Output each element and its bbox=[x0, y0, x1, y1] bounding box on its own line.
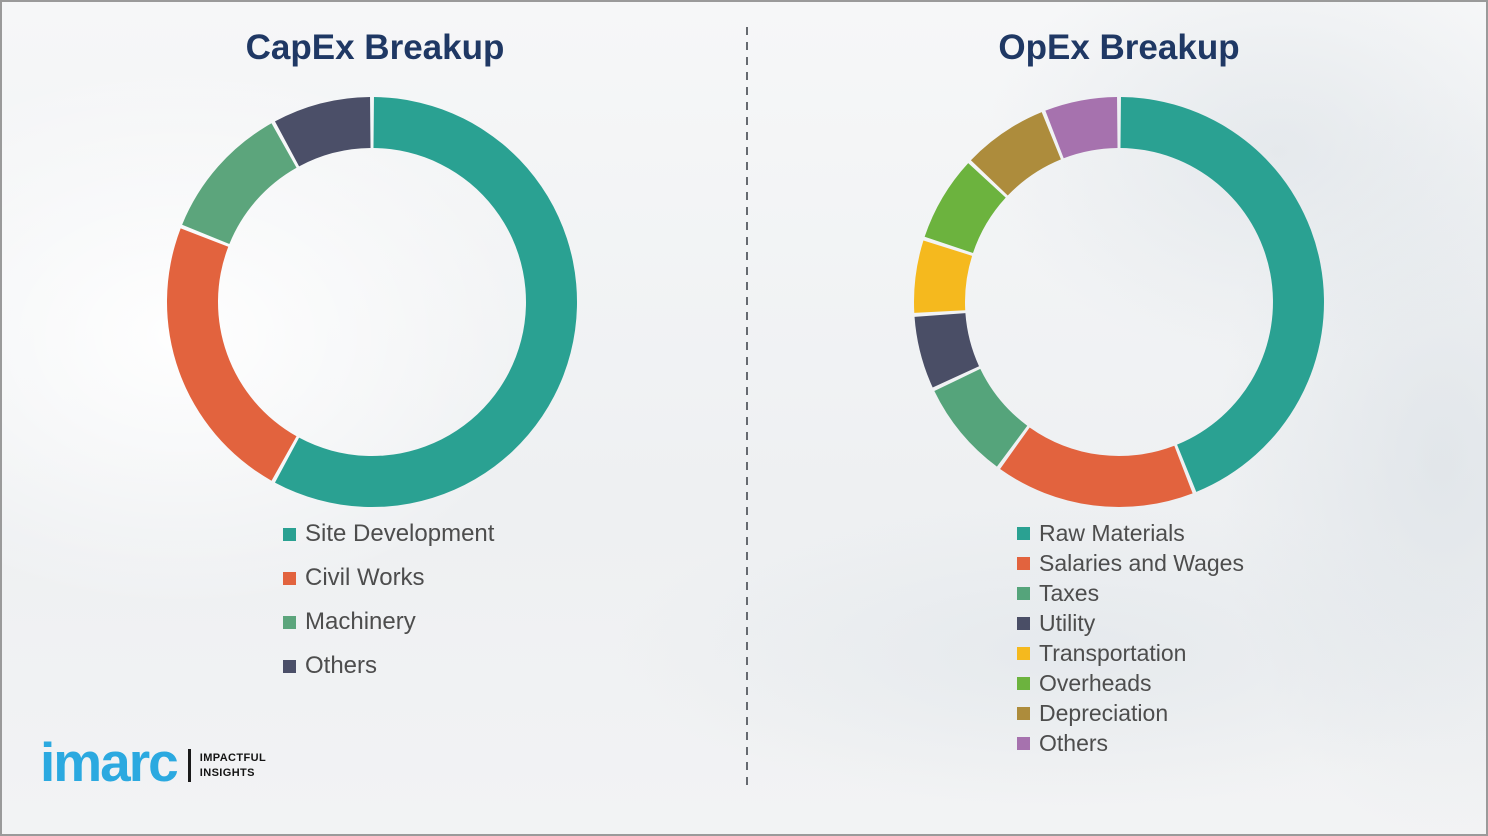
dashed-divider bbox=[746, 27, 748, 790]
donut-segment-others bbox=[274, 97, 371, 167]
legend-label: Civil Works bbox=[305, 564, 425, 591]
legend-swatch bbox=[283, 527, 296, 541]
legend-label: Salaries and Wages bbox=[1039, 549, 1244, 576]
imarc-logo: imarc IMPACTFUL INSIGHTS bbox=[40, 731, 266, 793]
legend-item: Others bbox=[283, 644, 494, 688]
donut-segment-utility bbox=[914, 313, 980, 388]
legend-label: Others bbox=[1039, 729, 1109, 756]
donut-segment-transportation bbox=[913, 240, 973, 313]
tagline-line-2: INSIGHTS bbox=[199, 766, 255, 779]
opex-legend: Raw Materials Salaries and Wages Taxes Util… bbox=[1017, 518, 1244, 758]
donut-segment-overheads bbox=[924, 163, 1006, 254]
legend-item: Site Development bbox=[283, 512, 494, 556]
donut-segment-machinery bbox=[182, 123, 297, 244]
legend-swatch bbox=[1017, 586, 1030, 600]
legend-item: Depreciation bbox=[1017, 698, 1244, 728]
legend-item: Raw Materials bbox=[1017, 518, 1244, 548]
donut-segment-taxes bbox=[934, 368, 1028, 467]
donut-segment-site-development bbox=[274, 97, 578, 508]
legend-label: Raw Materials bbox=[1039, 519, 1185, 546]
opex-chart-title: OpEx Breakup bbox=[998, 28, 1240, 67]
legend-label: Overheads bbox=[1039, 669, 1152, 696]
legend-item: Transportation bbox=[1017, 638, 1244, 668]
donut-segment-civil-works bbox=[166, 228, 297, 481]
legend-item: Utility bbox=[1017, 608, 1244, 638]
imarc-logo-wordmark: imarc bbox=[40, 731, 179, 793]
legend-swatch bbox=[1017, 646, 1030, 660]
capex-legend: Site Development Civil Works Machinery Othe… bbox=[283, 512, 494, 688]
capex-donut-chart bbox=[166, 97, 578, 508]
legend-item: Civil Works bbox=[283, 556, 494, 600]
legend-label: Depreciation bbox=[1039, 699, 1169, 726]
legend-label: Transportation bbox=[1039, 639, 1187, 666]
legend-swatch bbox=[283, 571, 296, 585]
legend-item: Overheads bbox=[1017, 668, 1244, 698]
legend-swatch bbox=[1017, 616, 1030, 630]
legend-label: Others bbox=[305, 652, 378, 679]
legend-label: Machinery bbox=[305, 608, 416, 635]
donut-segment-salaries-and-wages bbox=[1000, 427, 1193, 508]
legend-swatch bbox=[283, 615, 296, 629]
donut-segment-depreciation bbox=[970, 112, 1061, 196]
legend-swatch bbox=[1017, 706, 1030, 720]
imarc-logo-tagline: IMPACTFUL INSIGHTS bbox=[200, 751, 266, 780]
opex-donut-chart bbox=[913, 97, 1324, 508]
legend-swatch bbox=[1017, 556, 1030, 570]
tagline-line-1: IMPACTFUL bbox=[199, 752, 267, 765]
legend-swatch bbox=[1017, 676, 1030, 690]
legend-item: Taxes bbox=[1017, 578, 1244, 608]
legend-label: Utility bbox=[1039, 609, 1096, 636]
legend-label: Taxes bbox=[1039, 579, 1100, 606]
legend-label: Site Development bbox=[305, 520, 495, 547]
donut-segment-raw-materials bbox=[1120, 97, 1324, 492]
donut-segment-others bbox=[1045, 97, 1118, 159]
capex-chart-title: CapEx Breakup bbox=[245, 28, 505, 67]
legend-swatch bbox=[283, 659, 296, 673]
legend-swatch bbox=[1017, 736, 1030, 750]
logo-separator-bar bbox=[187, 749, 191, 783]
legend-item: Machinery bbox=[283, 600, 494, 644]
legend-swatch bbox=[1017, 526, 1030, 540]
legend-item: Salaries and Wages bbox=[1017, 548, 1244, 578]
legend-item: Others bbox=[1017, 728, 1244, 758]
